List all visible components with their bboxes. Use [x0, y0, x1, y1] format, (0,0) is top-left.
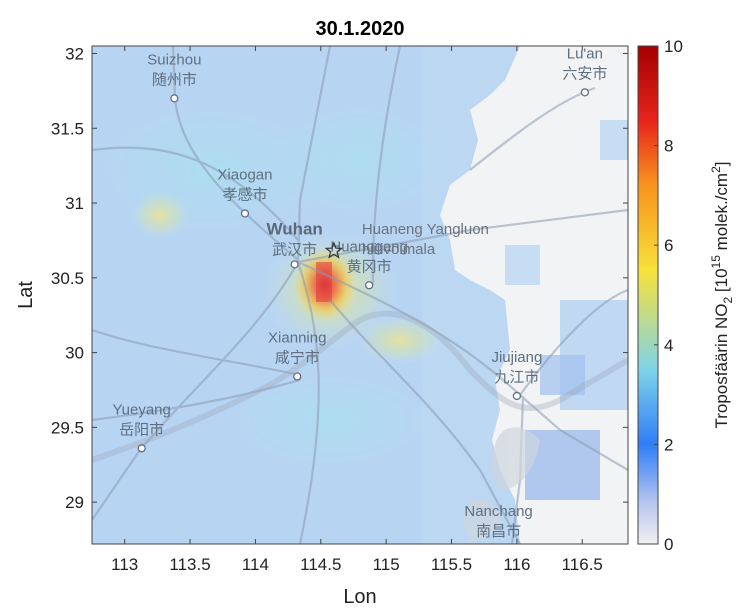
- y-tick-label: 31.5: [51, 119, 84, 138]
- city-name-cn: 九江市: [494, 368, 539, 386]
- colorbar-tick-label: 0: [664, 535, 673, 554]
- colorbar: [637, 45, 659, 545]
- x-tick-label: 114: [242, 555, 269, 574]
- city-xianning: Xianning 咸宁市: [268, 330, 326, 381]
- x-tick-label: 116: [503, 555, 530, 574]
- city-name-en: Wuhan: [266, 219, 322, 238]
- city-marker-icon: [495, 546, 502, 553]
- city-name-cn: 岳阳市: [119, 420, 164, 438]
- map-plot-area: Suizhou 随州市 Xiaogan 孝感市 Wuhan 武汉市 Huanggang 黄冈市…: [92, 45, 628, 553]
- city-name-cn: 随州市: [152, 70, 197, 88]
- colorbar-tick-label: 6: [664, 236, 673, 255]
- city-name-en: Xiaogan: [217, 166, 272, 183]
- city-name-en: Nanchang: [464, 503, 532, 520]
- city-jiujiang: Jiujiang 九江市: [491, 349, 542, 401]
- colorbar-ticks: 0 2 4 6 8 10: [654, 37, 683, 554]
- y-axis: 29 29.5 30 30.5 31 31.5 32: [51, 44, 628, 512]
- city-name-en: Suizhou: [147, 51, 201, 68]
- y-tick-label: 30.5: [51, 269, 84, 288]
- city-name-en: Huanggang: [330, 238, 408, 255]
- city-marker-icon: [240, 209, 250, 218]
- colorbar-tick-label: 4: [664, 336, 673, 355]
- x-tick-label: 116.5: [562, 555, 603, 574]
- city-suizhou: Suizhou 随州市: [147, 51, 201, 103]
- city-name-en: Lu'an: [567, 45, 603, 62]
- y-tick-label: 31: [65, 194, 84, 213]
- x-tick-label: 113: [111, 555, 138, 574]
- city-marker-icon: [137, 444, 146, 453]
- city-marker-icon: [365, 281, 374, 290]
- colorbar-tick-label: 2: [664, 435, 673, 454]
- city-name-cn: 武汉市: [272, 240, 317, 258]
- x-axis: 113 113.5 114 114.5 115 115.5 116 116.5: [111, 46, 603, 574]
- power-plant-star-icon: [324, 241, 344, 259]
- city-wuhan: Wuhan 武汉市: [266, 219, 323, 269]
- city-name-cn: 南昌市: [476, 522, 521, 540]
- city-marker-icon: [170, 94, 179, 103]
- colorbar-tick-label: 10: [664, 37, 683, 56]
- city-luan: Lu'an 六安市: [562, 45, 607, 97]
- x-tick-label: 114.5: [300, 555, 341, 574]
- colorbar-tick-label: 8: [664, 137, 673, 156]
- x-tick-label: 113.5: [169, 555, 210, 574]
- y-tick-label: 30: [65, 344, 84, 363]
- y-axis-label: Lat: [15, 281, 37, 309]
- city-xiaogan: Xiaogan 孝感市: [217, 166, 272, 218]
- city-name-en: Xianning: [268, 330, 326, 347]
- city-nanchang: Nanchang 南昌市: [464, 503, 532, 553]
- city-marker-icon: [580, 88, 590, 97]
- chart-title: 30.1.2020: [316, 18, 405, 40]
- power-plant-label-line2: hiilivoimala: [362, 241, 436, 258]
- city-name-cn: 孝感市: [222, 185, 267, 203]
- city-markers: Suizhou 随州市 Xiaogan 孝感市 Wuhan 武汉市 Huanggang 黄冈市…: [112, 45, 607, 553]
- x-axis-label: Lon: [343, 586, 376, 608]
- city-name-cn: 黄冈市: [347, 257, 392, 275]
- low-value-region: [440, 46, 628, 544]
- colorbar-label: Troposfäärin NO2 [1015 molek./cm2]: [709, 161, 735, 428]
- city-marker-icon: [512, 391, 522, 401]
- y-tick-label: 32: [65, 44, 84, 63]
- city-name-cn: 六安市: [562, 64, 607, 82]
- city-name-en: Jiujiang: [491, 349, 542, 366]
- y-tick-label: 29.5: [51, 418, 84, 437]
- x-tick-label: 115.5: [431, 555, 472, 574]
- city-yueyang: Yueyang 岳阳市: [112, 401, 171, 453]
- basemap-roads: [92, 46, 628, 544]
- city-marker-icon: [293, 372, 302, 381]
- city-marker-icon: [290, 260, 299, 269]
- basemap-lakes: [462, 427, 540, 544]
- city-name-cn: 咸宁市: [275, 349, 320, 367]
- city-huanggang: Huanggang 黄冈市: [330, 238, 408, 290]
- power-plant-label-line1: Huaneng Yangluon: [362, 221, 489, 238]
- city-name-en: Yueyang: [112, 401, 170, 418]
- basemap-water: [92, 310, 628, 463]
- plot-frame: [91, 45, 629, 545]
- x-tick-label: 115: [373, 555, 400, 574]
- y-tick-label: 29: [65, 493, 84, 512]
